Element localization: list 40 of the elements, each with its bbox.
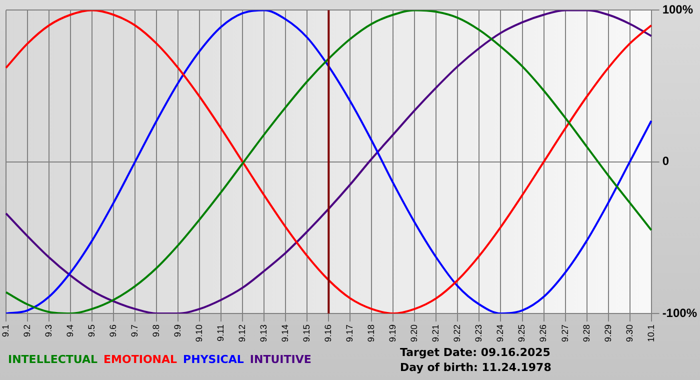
y-tick-label: 100% [662,2,694,17]
x-tick-label: 9.5 [86,324,97,337]
x-tick-label: 9.6 [108,324,118,337]
text: INTUITIVE [250,353,312,366]
x-tick-label: 9.26 [538,324,548,342]
x-tick-label: 9.16 [323,324,334,342]
y-tick-label: -100% [662,306,698,320]
x-tick-label: 9.22 [452,324,462,342]
x-tick-label: 9.9 [172,324,183,337]
x-tick-label: 9.19 [388,324,398,342]
x-tick-label: 9.10 [194,324,204,342]
x-tick-label: 9.21 [430,324,441,342]
x-tick-label: 9.11 [216,324,226,342]
x-tick-label: 9.27 [560,324,570,342]
x-tick-label: 9.13 [258,324,269,342]
text: Target Date: 09.16.2025 [400,345,552,360]
x-tick-label: 9.1 [0,324,10,337]
x-tick-label: 9.15 [302,324,312,342]
x-tick-label: 9.28 [581,324,592,342]
x-tick-label: 10.1 [646,324,656,342]
x-tick-label: 9.4 [65,324,76,337]
x-tick-label: 9.20 [409,324,420,342]
x-tick-label: 9.14 [280,324,290,342]
y-tick-label: 0 [662,154,670,168]
x-tick-label: 9.12 [237,324,248,342]
x-tick-label: 9.30 [624,324,634,342]
x-tick-label: 9.23 [474,324,484,342]
x-tick-label: 9.18 [366,324,376,342]
text: PHYSICAL [183,353,244,366]
x-tick-label: 9.25 [516,324,527,342]
text: INTELLECTUAL [8,353,98,366]
x-tick-label: 9.2 [22,324,32,337]
x-tick-label: 9.8 [151,324,162,337]
text: EMOTIONAL [104,353,178,366]
text: Day of birth: 11.24.1978 [400,360,552,375]
x-tick-label: 9.17 [344,324,355,342]
x-tick-label: 9.29 [602,324,613,342]
x-tick-label: 9.3 [44,324,54,337]
x-tick-label: 9.7 [130,324,140,337]
x-tick-label: 9.24 [495,324,506,342]
